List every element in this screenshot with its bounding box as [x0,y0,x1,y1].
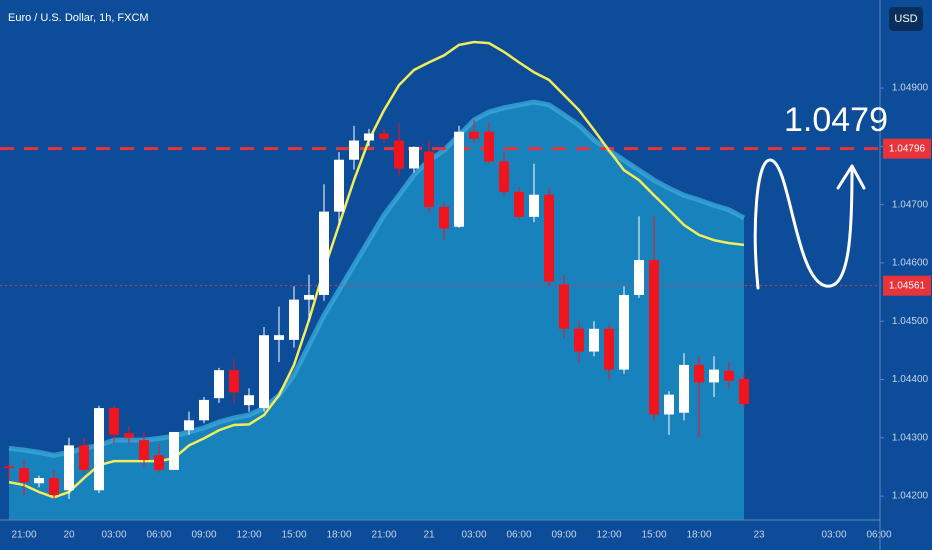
x-tick-label: 23 [753,530,765,541]
candle-body [664,394,674,415]
x-tick-label: 18:00 [326,530,351,541]
x-tick-label: 21 [423,530,435,541]
candle-body [499,161,509,192]
price-tag-label: 1.04796 [889,143,926,154]
candle-body [49,478,59,495]
area [9,102,744,520]
candle-body [484,131,494,162]
price-tag [883,138,931,159]
candle-body [169,431,179,470]
y-tick-label: 1.04200 [892,491,929,502]
x-tick-label: 03:00 [101,530,126,541]
candle-body [244,395,254,406]
candle-body [154,455,164,470]
chart-title: Euro / U.S. Dollar, 1h, FXCM [8,12,149,24]
x-tick-label: 21:00 [371,530,396,541]
candle-body [544,194,554,282]
candle-body [694,364,704,383]
candle-body [289,299,299,340]
candle-body [19,468,29,483]
candle-body [409,146,419,169]
candle-body [514,191,524,217]
candle-body [604,328,614,370]
x-tick-label: 12:00 [236,530,261,541]
y-tick-label: 1.04700 [892,199,929,210]
candle-body [4,466,14,469]
annotation: 1.0479 [784,101,888,139]
y-tick-label: 1.04400 [892,374,929,385]
x-tick-label: 06:00 [506,530,531,541]
candle-body [454,131,464,227]
candle-body [709,369,719,383]
x-tick-label: 03:00 [821,530,846,541]
candle-body [34,478,44,484]
x-tick-label: 15:00 [281,530,306,541]
candle-body [739,378,749,404]
candle-body [469,131,479,139]
candle-body [109,408,119,435]
candle-body [364,133,374,141]
candle-body [679,364,689,413]
candle-body [724,370,734,381]
candle-body [424,151,434,207]
candle-body [634,260,644,295]
moving-average [8,40,745,499]
candle-body [274,335,284,340]
currency-button[interactable]: USD [889,7,923,31]
candle-body [379,133,389,139]
candle-body [259,335,269,409]
button-bg[interactable] [889,7,923,31]
candle-body [349,140,359,160]
plot-area [0,40,880,520]
candle-body [574,328,584,352]
candle-body [529,194,539,217]
candle-body [64,445,74,491]
x-tick-label: 03:00 [461,530,486,541]
candle-body [559,284,569,329]
candle-body [394,140,404,169]
price-tag [883,275,931,296]
hand-drawn-arrow [753,158,866,290]
candle-body [334,159,344,212]
candle-body [649,260,659,415]
x-tick-label: 20 [63,530,75,541]
candle-body [199,399,209,421]
x-tick-label: 09:00 [551,530,576,541]
y-tick-label: 1.04300 [892,432,929,443]
candle-body [214,370,224,399]
candle-body [79,445,89,470]
y-tick-label: 1.04900 [892,83,929,94]
x-tick-label: 15:00 [641,530,666,541]
y-tick-label: 1.04600 [892,258,929,269]
area-edge [8,99,746,458]
candle-body [94,408,104,491]
candle-body [304,294,314,300]
x-tick-label: 09:00 [191,530,216,541]
candle-body [229,370,239,393]
price-tag-label: 1.04561 [889,280,926,291]
candle-body [589,328,599,352]
x-tick-label: 12:00 [596,530,621,541]
x-tick-label: 18:00 [686,530,711,541]
candle-body [619,294,629,370]
candle-body [319,211,329,295]
x-tick-label: 06:00 [866,530,891,541]
x-tick-label: 06:00 [146,530,171,541]
button-label[interactable]: USD [894,13,917,25]
candle-body [439,206,449,229]
candle-body [184,420,194,431]
y-tick-label: 1.04500 [892,316,929,327]
x-tick-label: 21:00 [11,530,36,541]
candle-body [124,433,134,438]
candle-body [139,440,149,460]
